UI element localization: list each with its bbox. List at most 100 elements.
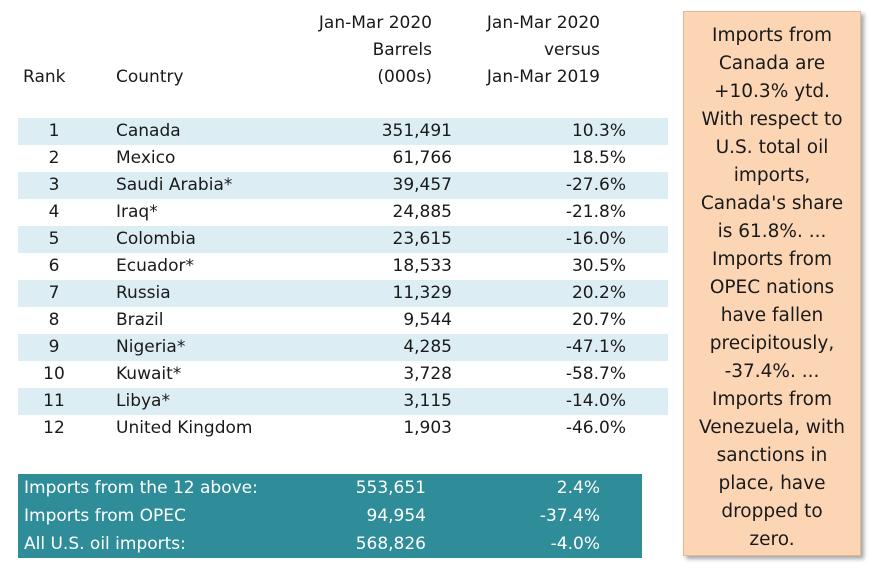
country-cell: Colombia: [90, 226, 294, 253]
note-line: sanctions in: [716, 445, 828, 466]
country-cell: Canada: [90, 118, 294, 145]
summary-row: All U.S. oil imports: 568,826 -4.0%: [18, 530, 642, 558]
country-cell: Libya*: [90, 388, 294, 415]
note-line: Imports from: [712, 249, 832, 270]
change-cell: 20.7%: [571, 310, 626, 330]
barrels-cell: 11,329: [294, 280, 452, 307]
header-barrels: Jan-Mar 2020 Barrels (000s): [319, 10, 432, 91]
table-row: 5 Colombia 23,615 -16.0%: [18, 226, 668, 253]
table-row: 6 Ecuador* 18,533 30.5%: [18, 253, 668, 280]
change-cell: -14.0%: [452, 388, 668, 415]
note-line: Imports from: [712, 389, 832, 410]
table-row: 7 Russia 11,329 20.2%: [18, 280, 668, 307]
change-cell: -27.6%: [452, 172, 668, 199]
summary-change: -4.0%: [550, 534, 600, 554]
change-cell: 18.5%: [571, 148, 626, 168]
barrels-cell: 23,615: [294, 226, 452, 253]
barrels-cell: 3,728: [403, 364, 452, 384]
header-rank: Rank: [23, 67, 66, 87]
rank-cell: 5: [18, 226, 90, 253]
note-line: precipitously,: [709, 333, 835, 354]
header-barrels-line: Jan-Mar 2020: [318, 13, 432, 33]
change-cell: -58.7%: [565, 364, 626, 384]
header-barrels-line: Barrels: [372, 40, 432, 60]
summary-block: Imports from the 12 above: 553,651 2.4% …: [18, 474, 642, 558]
note-line: With respect to: [701, 109, 843, 130]
rank-cell: 12: [43, 418, 65, 438]
header-country: Country: [116, 67, 184, 87]
note-line: have fallen: [720, 305, 824, 326]
summary-label: Imports from the 12 above:: [24, 478, 258, 498]
barrels-cell: 4,285: [294, 334, 452, 361]
country-cell: Saudi Arabia*: [90, 172, 294, 199]
barrels-cell: 61,766: [392, 148, 452, 168]
note-line: OPEC nations: [709, 277, 835, 298]
summary-barrels: 568,826: [355, 534, 426, 554]
barrels-cell: 3,115: [294, 388, 452, 415]
header-change-line: versus: [544, 40, 600, 60]
summary-barrels: 94,954: [366, 506, 426, 526]
country-cell: Russia: [90, 280, 294, 307]
header-change: Jan-Mar 2020 versus Jan-Mar 2019: [487, 10, 600, 91]
note-line: dropped to: [721, 501, 823, 522]
barrels-cell: 9,544: [403, 310, 452, 330]
summary-label: All U.S. oil imports:: [24, 534, 186, 554]
rank-cell: 10: [43, 364, 65, 384]
barrels-cell: 24,885: [392, 202, 452, 222]
table-row: 10 Kuwait* 3,728 -58.7%: [18, 361, 668, 388]
table-row: 9 Nigeria* 4,285 -47.1%: [18, 334, 668, 361]
header-change-line: Jan-Mar 2019: [486, 67, 600, 87]
note-line: Venezuela, with: [698, 417, 845, 438]
oil-imports-table: 1 Canada 351,491 10.3% 2 Mexico 61,766 1…: [18, 118, 668, 442]
note-line: -37.4%. ...: [724, 361, 820, 382]
rank-cell: 3: [18, 172, 90, 199]
rank-cell: 2: [48, 148, 60, 168]
barrels-cell: 39,457: [294, 172, 452, 199]
country-cell: Kuwait*: [116, 364, 182, 384]
table-row: 4 Iraq* 24,885 -21.8%: [18, 199, 668, 226]
note-line: U.S. total oil: [715, 137, 829, 158]
country-cell: Nigeria*: [90, 334, 294, 361]
rank-cell: 8: [48, 310, 60, 330]
rank-cell: 7: [18, 280, 90, 307]
note-line: zero.: [749, 529, 795, 550]
note-line: Canada's share: [700, 193, 844, 214]
table-row: 12 United Kingdom 1,903 -46.0%: [18, 415, 668, 442]
note-line: Canada are: [718, 53, 826, 74]
change-cell: -47.1%: [452, 334, 668, 361]
table-row: 1 Canada 351,491 10.3%: [18, 118, 668, 145]
barrels-cell: 351,491: [294, 118, 452, 145]
note-line: place, have: [718, 473, 826, 494]
country-cell: Brazil: [116, 310, 164, 330]
table-row: 8 Brazil 9,544 20.7%: [18, 307, 668, 334]
table-row: 2 Mexico 61,766 18.5%: [18, 145, 668, 172]
summary-barrels: 553,651: [355, 478, 426, 498]
rank-cell: 9: [18, 334, 90, 361]
change-cell: -46.0%: [565, 418, 626, 438]
header-change-line: Jan-Mar 2020: [486, 13, 600, 33]
barrels-cell: 18,533: [392, 256, 452, 276]
note-line: is 61.8%. ...: [717, 221, 827, 242]
note-line: Imports from: [712, 25, 832, 46]
summary-row: Imports from the 12 above: 553,651 2.4%: [18, 474, 642, 502]
barrels-cell: 1,903: [403, 418, 452, 438]
country-cell: United Kingdom: [116, 418, 253, 438]
summary-label: Imports from OPEC: [24, 506, 186, 526]
change-cell: 10.3%: [452, 118, 668, 145]
rank-cell: 4: [48, 202, 60, 222]
change-cell: 20.2%: [452, 280, 668, 307]
summary-change: -37.4%: [539, 506, 600, 526]
header-barrels-line: (000s): [377, 67, 432, 87]
note-line: imports,: [733, 165, 811, 186]
note-line: +10.3% ytd.: [714, 81, 830, 102]
change-cell: -21.8%: [565, 202, 626, 222]
table-row: 3 Saudi Arabia* 39,457 -27.6%: [18, 172, 668, 199]
country-cell: Iraq*: [116, 202, 158, 222]
rank-cell: 6: [48, 256, 60, 276]
summary-row: Imports from OPEC 94,954 -37.4%: [18, 502, 642, 530]
country-cell: Mexico: [116, 148, 176, 168]
commentary-note: Imports from Canada are +10.3% ytd. With…: [683, 11, 861, 556]
summary-change: 2.4%: [556, 478, 600, 498]
country-cell: Ecuador*: [116, 256, 194, 276]
rank-cell: 1: [18, 118, 90, 145]
